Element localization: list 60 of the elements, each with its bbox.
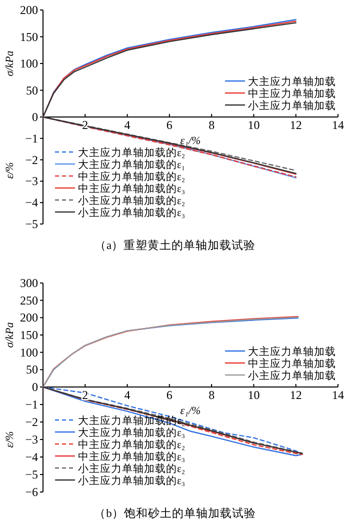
x-tick-label: 6: [166, 118, 172, 132]
legend-label: 小主应力单轴加载的ε₂: [78, 462, 186, 475]
y-tick-label: −5: [25, 217, 38, 231]
x-tick-label: 14: [332, 118, 344, 132]
x-tick-label: 10: [248, 388, 260, 402]
y-tick-label: 150: [20, 30, 38, 44]
y-tick-label: −3: [25, 174, 38, 188]
x-tick-label: 14: [332, 388, 344, 402]
y-axis-title: ε/%: [4, 162, 16, 179]
y-tick-label: −5: [25, 468, 38, 482]
legend-label: 小主应力单轴加载: [248, 369, 336, 382]
y-tick-label: −1: [25, 131, 38, 146]
legend-label: 中主应力单轴加载的ε₂: [78, 438, 186, 451]
y-tick-label: 100: [20, 345, 38, 360]
y-tick-label: −6: [25, 485, 38, 499]
x-tick-label: 8: [208, 118, 215, 132]
legend-label: 小主应力单轴加载: [248, 99, 336, 112]
x-axis-title: ε₁/%: [180, 405, 201, 417]
y-tick-label: −2: [25, 152, 38, 167]
legend-label: 大主应力单轴加载的ε₁: [78, 158, 186, 171]
y-tick-label: 0: [32, 110, 38, 124]
y-tick-label: 50: [26, 362, 38, 377]
legend-label: 小主应力单轴加载的ε₃: [78, 206, 186, 219]
legend-label: 小主应力单轴加载的ε₃: [78, 474, 186, 487]
y-tick-label: 0: [32, 380, 38, 394]
y-tick-label: 300: [20, 276, 38, 290]
y-tick-label: −4: [25, 450, 38, 464]
y-tick-label: −2: [25, 415, 38, 429]
y-tick-label: −1: [25, 398, 38, 412]
legend-label: 中主应力单轴加载: [248, 87, 336, 100]
y-tick-label: 50: [26, 83, 38, 98]
y-axis-title: σ/kPa: [4, 50, 16, 76]
y-tick-label: 100: [20, 56, 38, 70]
y-tick-label: 200: [20, 310, 38, 325]
legend-label: 中主应力单轴加载的ε₃: [78, 182, 186, 195]
x-tick-label: 8: [208, 388, 215, 402]
legend-label: 大主应力单轴加载的ε₂: [78, 146, 186, 159]
legend-label: 中主应力单轴加载的ε₃: [78, 450, 186, 463]
legend-label: 大主应力单轴加载: [248, 75, 336, 88]
text: （b）饱和砂土的单轴加载试验: [94, 507, 256, 520]
legend-label: 大主应力单轴加载: [248, 345, 336, 358]
y-axis-title: σ/kPa: [4, 322, 16, 348]
legend-label: 大主应力单轴加载的ε₃: [78, 426, 186, 439]
y-tick-label: 200: [20, 3, 38, 17]
legend-label: 中主应力单轴加载的ε₂: [78, 170, 186, 183]
legend-label: 小主应力单轴加载的ε₂: [78, 194, 186, 207]
legend-label: 中主应力单轴加载: [248, 357, 336, 370]
x-tick-label: 4: [124, 388, 130, 402]
y-tick-label: −3: [25, 432, 38, 446]
x-tick-label: 4: [124, 118, 130, 132]
x-axis-title: ε₁/%: [180, 135, 201, 147]
x-tick-label: 12: [290, 118, 302, 132]
y-tick-label: 150: [20, 328, 38, 342]
x-tick-label: 6: [166, 388, 172, 402]
x-tick-label: 12: [290, 388, 302, 402]
y-tick-label: 250: [20, 293, 38, 308]
text: （a）重塑黄土的单轴加载试验: [94, 238, 256, 252]
x-tick-label: 10: [248, 118, 260, 132]
y-tick-label: −4: [25, 196, 38, 210]
y-axis-title: ε/%: [4, 431, 16, 448]
